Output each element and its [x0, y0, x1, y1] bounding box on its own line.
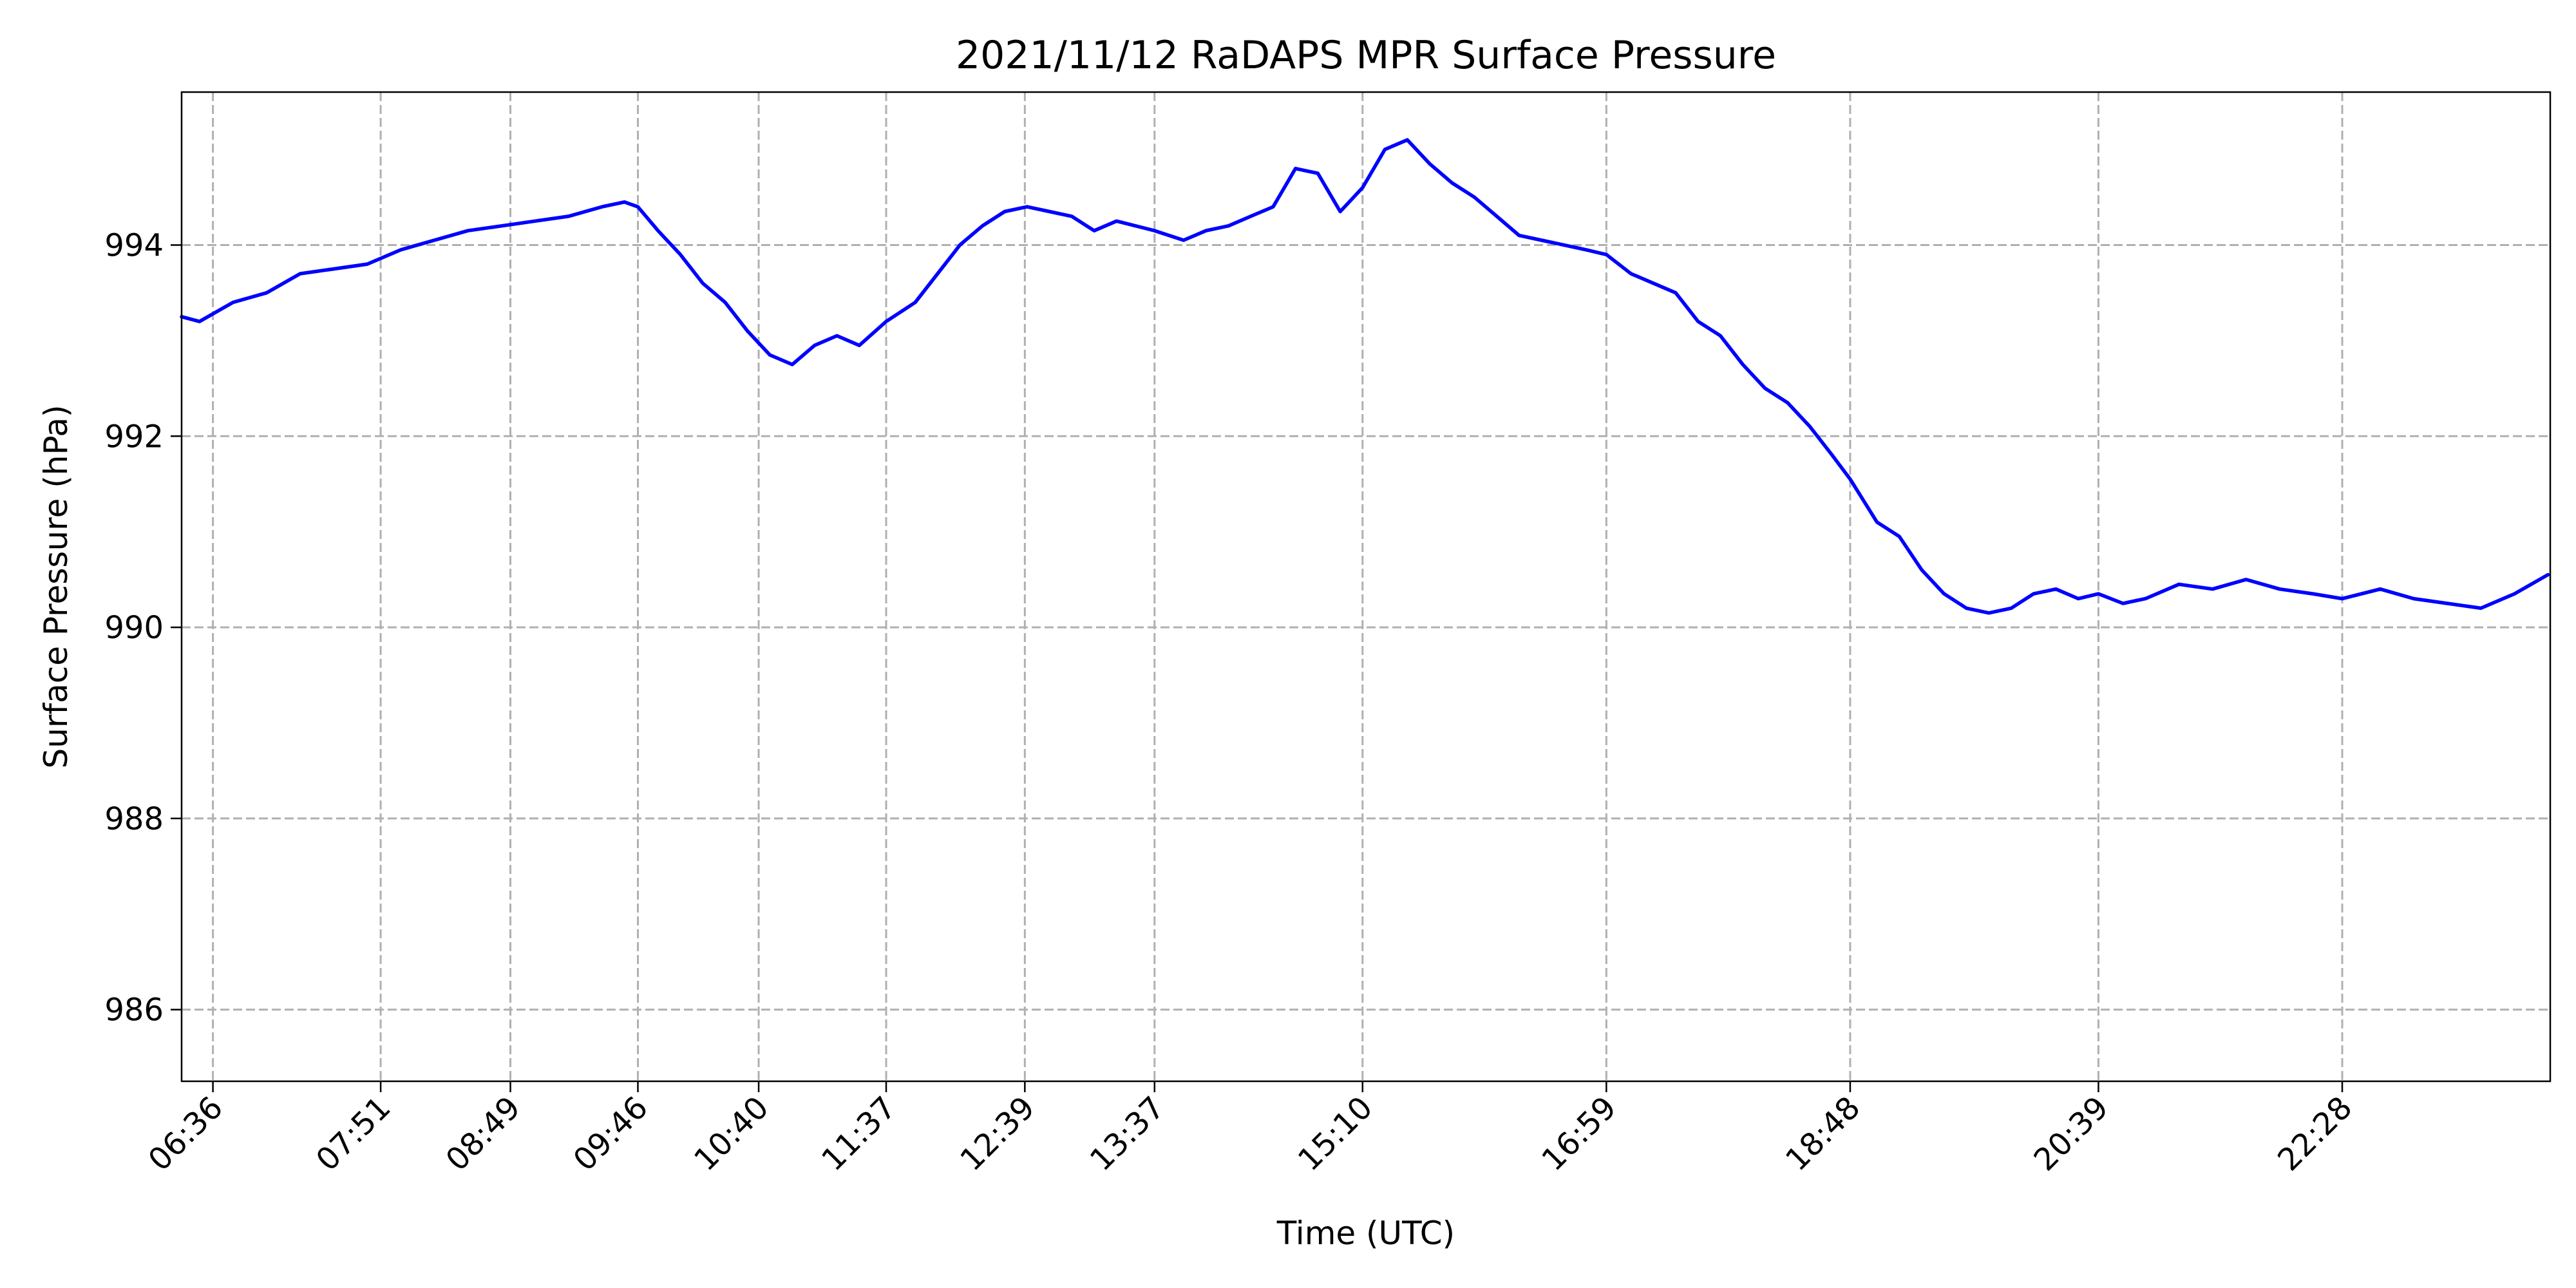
- y-axis-label: Surface Pressure (hPa): [37, 404, 75, 768]
- y-tick-label: 992: [104, 419, 164, 455]
- y-tick-label: 986: [104, 992, 164, 1028]
- x-axis-label: Time (UTC): [1276, 1215, 1455, 1252]
- chart-title: 2021/11/12 RaDAPS MPR Surface Pressure: [956, 33, 1776, 78]
- y-tick-label: 988: [104, 801, 164, 837]
- y-tick-label: 994: [104, 227, 164, 263]
- pressure-series-line: [180, 138, 2550, 615]
- plot-frame: [180, 91, 2552, 1083]
- grid-lines: [182, 92, 2550, 1081]
- y-tick-label: 990: [104, 610, 164, 646]
- series-layer: [180, 138, 2550, 615]
